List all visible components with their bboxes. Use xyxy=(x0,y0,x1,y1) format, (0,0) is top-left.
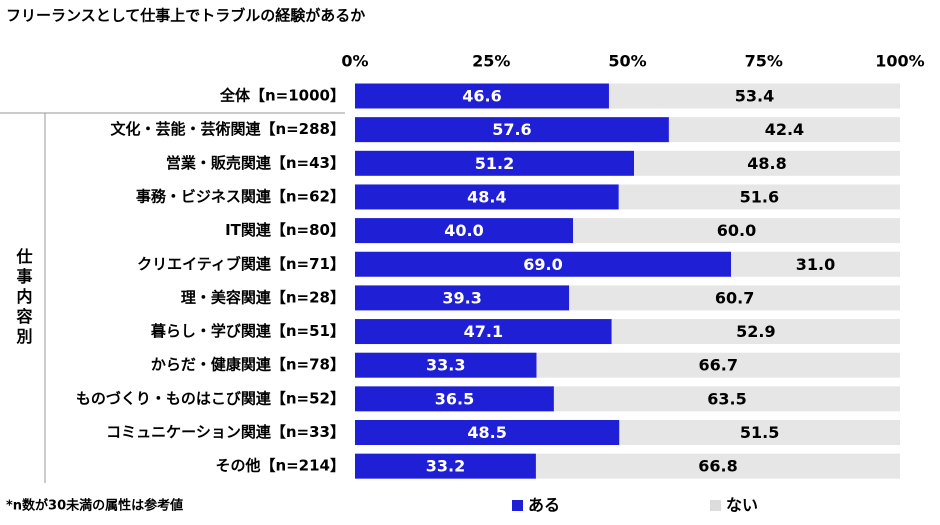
category-label: コミュニケーション関連【n=33】 xyxy=(106,423,345,441)
bar-segment xyxy=(535,453,900,479)
chart-title: フリーランスとして仕事上でトラブルの経験があるか xyxy=(6,7,365,25)
x-tick-label: 100% xyxy=(875,52,924,71)
value-label: 33.2 xyxy=(426,457,465,476)
value-label: 60.7 xyxy=(715,288,754,307)
category-label: 営業・販売関連【n=43】 xyxy=(166,154,345,172)
category-label: 文化・芸能・芸術関連【n=288】 xyxy=(110,120,345,138)
category-label: 全体【n=1000】 xyxy=(219,87,345,105)
value-label: 51.2 xyxy=(475,154,514,173)
x-tick-label: 75% xyxy=(745,52,783,71)
category-label: IT関連【n=80】 xyxy=(225,221,345,239)
category-label: 事務・ビジネス関連【n=62】 xyxy=(136,187,345,205)
x-tick-label: 50% xyxy=(608,52,646,71)
bar-segment xyxy=(355,453,536,479)
legend-label: ある xyxy=(528,496,560,515)
value-label: 52.9 xyxy=(736,322,775,341)
value-label: 63.5 xyxy=(707,389,746,408)
footnote: *n数が30未満の属性は参考値 xyxy=(6,498,183,514)
value-label: 69.0 xyxy=(523,255,562,274)
bar-segment xyxy=(553,386,900,412)
value-label: 36.5 xyxy=(435,389,474,408)
value-label: 51.5 xyxy=(740,423,779,442)
bar-segment xyxy=(668,117,900,143)
bar-segment xyxy=(536,352,900,378)
category-label: クリエイティブ関連【n=71】 xyxy=(137,255,345,273)
value-label: 47.1 xyxy=(464,322,503,341)
bar-segment xyxy=(355,420,620,445)
legend-swatch xyxy=(512,500,523,511)
value-label: 48.8 xyxy=(747,154,786,173)
value-label: 66.7 xyxy=(699,356,738,375)
bar-segment xyxy=(608,83,900,109)
bar-segment xyxy=(355,218,573,244)
bar-segment xyxy=(355,352,537,378)
bar-segment xyxy=(355,251,732,277)
category-label: 理・美容関連【n=28】 xyxy=(181,288,345,306)
category-label: ものづくり・ものはこび関連【n=52】 xyxy=(76,389,345,407)
bar-segment xyxy=(355,117,669,143)
value-label: 33.3 xyxy=(426,356,465,375)
value-label: 46.6 xyxy=(462,87,501,106)
value-label: 57.6 xyxy=(492,120,531,139)
bar-segment xyxy=(355,150,635,176)
legend-label: ない xyxy=(726,496,758,515)
value-label: 48.5 xyxy=(467,423,506,442)
legend-swatch xyxy=(710,500,721,511)
bar-segment xyxy=(573,218,900,244)
value-label: 60.0 xyxy=(717,221,756,240)
value-label: 39.3 xyxy=(442,288,481,307)
bar-segment xyxy=(355,83,609,109)
value-label: 53.4 xyxy=(735,87,774,106)
value-label: 42.4 xyxy=(765,120,804,139)
value-label: 31.0 xyxy=(796,255,835,274)
category-label: からだ・健康関連【n=78】 xyxy=(151,356,345,374)
bar-segment xyxy=(355,184,619,210)
bar-segment xyxy=(355,319,612,345)
value-label: 40.0 xyxy=(444,221,483,240)
category-label: 暮らし・学び関連【n=51】 xyxy=(150,322,345,340)
bar-segment xyxy=(569,285,900,311)
value-label: 51.6 xyxy=(740,187,779,206)
bar-segment xyxy=(634,150,900,176)
value-label: 66.8 xyxy=(698,457,737,476)
value-label: 48.4 xyxy=(467,187,506,206)
x-tick-label: 0% xyxy=(341,52,368,71)
bar-segment xyxy=(355,285,570,311)
group-label: 仕事内容別 xyxy=(14,247,34,348)
bar-segment xyxy=(611,319,900,345)
x-tick-label: 25% xyxy=(472,52,510,71)
category-label: その他【n=214】 xyxy=(215,457,345,475)
bar-segment xyxy=(355,386,554,412)
bar-segment xyxy=(619,420,900,445)
bar-segment xyxy=(618,184,900,210)
bar-segment xyxy=(731,251,900,277)
